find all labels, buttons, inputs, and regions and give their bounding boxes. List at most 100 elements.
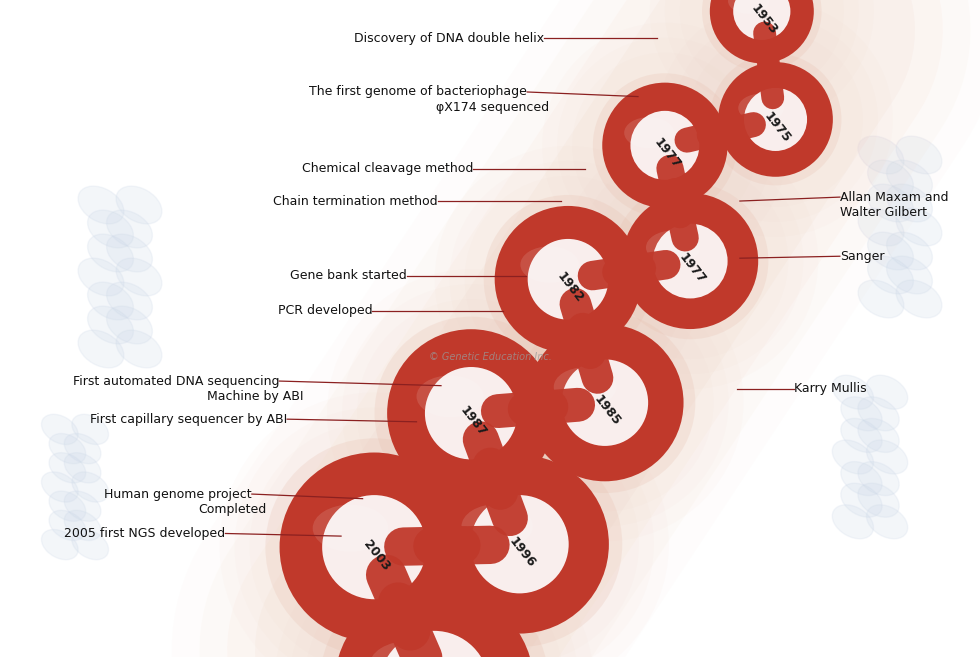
Ellipse shape xyxy=(374,317,567,510)
Ellipse shape xyxy=(593,73,737,217)
Ellipse shape xyxy=(107,282,153,320)
Ellipse shape xyxy=(680,0,844,93)
Ellipse shape xyxy=(319,571,549,657)
Text: 1975: 1975 xyxy=(761,110,794,145)
Ellipse shape xyxy=(379,631,489,657)
Ellipse shape xyxy=(49,453,85,483)
Text: φX174 sequenced: φX174 sequenced xyxy=(436,101,549,114)
Ellipse shape xyxy=(65,491,101,521)
Ellipse shape xyxy=(116,186,162,224)
Ellipse shape xyxy=(896,208,942,246)
Ellipse shape xyxy=(858,462,900,495)
Ellipse shape xyxy=(858,483,900,517)
Ellipse shape xyxy=(646,231,701,265)
Ellipse shape xyxy=(622,193,759,329)
Ellipse shape xyxy=(435,146,702,413)
Ellipse shape xyxy=(867,232,913,270)
Ellipse shape xyxy=(718,62,833,177)
Ellipse shape xyxy=(87,234,133,272)
Text: 2003: 2003 xyxy=(361,537,392,573)
Ellipse shape xyxy=(858,419,900,453)
Ellipse shape xyxy=(322,495,426,599)
Ellipse shape xyxy=(484,195,653,363)
Ellipse shape xyxy=(450,161,686,397)
Ellipse shape xyxy=(49,510,85,541)
Ellipse shape xyxy=(554,367,616,407)
Ellipse shape xyxy=(87,306,133,344)
Ellipse shape xyxy=(896,136,942,174)
Text: Chain termination method: Chain termination method xyxy=(273,194,438,208)
Ellipse shape xyxy=(304,556,564,657)
Ellipse shape xyxy=(832,505,873,539)
Ellipse shape xyxy=(603,83,727,208)
Ellipse shape xyxy=(250,422,499,657)
Ellipse shape xyxy=(72,530,109,560)
Ellipse shape xyxy=(710,0,813,63)
Ellipse shape xyxy=(744,88,808,151)
Ellipse shape xyxy=(49,491,85,521)
Ellipse shape xyxy=(416,375,484,417)
Ellipse shape xyxy=(334,586,534,657)
Ellipse shape xyxy=(41,415,78,445)
Ellipse shape xyxy=(542,22,788,268)
Ellipse shape xyxy=(87,210,133,248)
Ellipse shape xyxy=(664,0,858,108)
Text: 1953: 1953 xyxy=(748,2,780,37)
Ellipse shape xyxy=(866,375,907,409)
Text: Allan Maxam and: Allan Maxam and xyxy=(840,191,949,204)
Ellipse shape xyxy=(526,324,683,482)
Ellipse shape xyxy=(430,455,609,633)
Ellipse shape xyxy=(327,269,615,557)
Ellipse shape xyxy=(370,395,669,657)
Ellipse shape xyxy=(116,330,162,368)
Text: First capillary sequencer by ABI: First capillary sequencer by ABI xyxy=(90,413,287,426)
Ellipse shape xyxy=(612,183,768,339)
Ellipse shape xyxy=(65,453,101,483)
Ellipse shape xyxy=(887,232,932,270)
Text: © Genetic Education Inc.: © Genetic Education Inc. xyxy=(428,352,552,362)
Ellipse shape xyxy=(527,239,609,319)
Ellipse shape xyxy=(887,160,932,198)
Text: First automated DNA sequencing: First automated DNA sequencing xyxy=(73,374,279,388)
Ellipse shape xyxy=(65,434,101,464)
Ellipse shape xyxy=(107,234,153,272)
Ellipse shape xyxy=(650,0,874,124)
Ellipse shape xyxy=(49,434,85,464)
Ellipse shape xyxy=(416,442,622,647)
Ellipse shape xyxy=(465,176,671,382)
Ellipse shape xyxy=(832,375,873,409)
Ellipse shape xyxy=(72,415,109,445)
Ellipse shape xyxy=(87,282,133,320)
Ellipse shape xyxy=(520,246,579,283)
Ellipse shape xyxy=(462,504,533,549)
Text: Walter Gilbert: Walter Gilbert xyxy=(840,206,927,219)
Ellipse shape xyxy=(702,0,821,71)
Ellipse shape xyxy=(41,530,78,560)
Text: Karry Mullis: Karry Mullis xyxy=(794,382,866,396)
Ellipse shape xyxy=(425,367,517,459)
Ellipse shape xyxy=(65,510,101,541)
Ellipse shape xyxy=(653,223,727,298)
Ellipse shape xyxy=(630,111,700,180)
Ellipse shape xyxy=(832,440,873,474)
Ellipse shape xyxy=(313,505,388,552)
Text: 1977: 1977 xyxy=(676,252,709,287)
Ellipse shape xyxy=(710,53,842,185)
Ellipse shape xyxy=(400,425,639,657)
Text: 2005 first NGS developed: 2005 first NGS developed xyxy=(65,527,225,540)
Text: Discovery of DNA double helix: Discovery of DNA double helix xyxy=(354,32,544,45)
Ellipse shape xyxy=(387,329,555,497)
Ellipse shape xyxy=(866,505,907,539)
Ellipse shape xyxy=(841,397,882,431)
Ellipse shape xyxy=(858,397,900,431)
Text: The first genome of bacteriophage: The first genome of bacteriophage xyxy=(310,85,527,99)
Ellipse shape xyxy=(858,208,904,246)
Text: 1996: 1996 xyxy=(506,535,537,570)
Ellipse shape xyxy=(385,410,654,657)
Ellipse shape xyxy=(289,541,579,657)
Ellipse shape xyxy=(563,133,818,389)
Ellipse shape xyxy=(738,94,784,122)
Ellipse shape xyxy=(858,136,904,174)
Ellipse shape xyxy=(220,392,529,657)
Ellipse shape xyxy=(274,526,594,657)
